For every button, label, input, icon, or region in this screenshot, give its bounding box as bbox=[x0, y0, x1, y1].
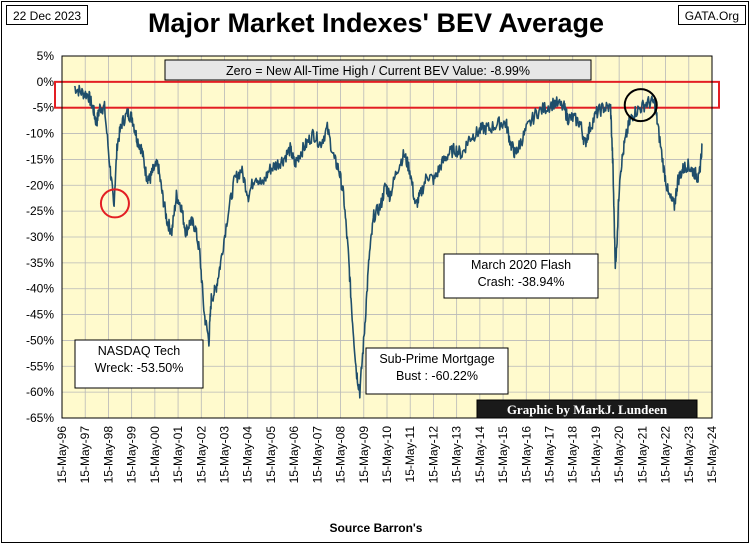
source-site-label: GATA.Org bbox=[677, 5, 746, 25]
nasdaq-annotation-text: NASDAQ Tech bbox=[98, 344, 180, 358]
credit-text: Graphic by MarkJ. Lundeen bbox=[507, 402, 668, 417]
y-tick-label: -60% bbox=[26, 385, 54, 399]
zero-label-text: Zero = New All-Time High / Current BEV V… bbox=[226, 64, 530, 78]
y-tick-label: -10% bbox=[26, 127, 54, 141]
y-tick-label: -50% bbox=[26, 333, 54, 347]
x-tick-label: 15-May-24 bbox=[705, 426, 719, 484]
y-tick-label: -40% bbox=[26, 282, 54, 296]
march-annotation-text: Crash: -38.94% bbox=[478, 275, 565, 289]
y-tick-label: -35% bbox=[26, 256, 54, 270]
credit-box bbox=[476, 399, 698, 419]
new-high-band bbox=[54, 80, 720, 109]
recent-high-circle bbox=[623, 88, 658, 123]
y-tick-label: -25% bbox=[26, 204, 54, 218]
subprime-annotation-text: Bust : -60.22% bbox=[396, 369, 478, 383]
nasdaq-annotation-text: Wreck: -53.50% bbox=[95, 361, 184, 375]
x-tick-label: 15-May-22 bbox=[659, 426, 673, 484]
x-tick-label: 15-May-04 bbox=[241, 426, 255, 484]
x-tick-label: 15-May-15 bbox=[496, 426, 510, 484]
x-tick-label: 15-May-01 bbox=[171, 426, 185, 484]
y-tick-label: 5% bbox=[37, 49, 55, 63]
x-tick-label: 15-May-05 bbox=[264, 426, 278, 484]
y-tick-label: -15% bbox=[26, 152, 54, 166]
x-tick-label: 15-May-08 bbox=[334, 426, 348, 484]
date-label: 22 Dec 2023 bbox=[6, 5, 89, 25]
x-tick-label: 15-May-02 bbox=[194, 426, 208, 484]
y-tick-label: -65% bbox=[26, 411, 54, 425]
x-tick-label: 15-May-20 bbox=[612, 426, 626, 484]
chart-title: Major Market Indexes' BEV Average bbox=[147, 8, 605, 38]
x-tick-label: 15-May-09 bbox=[357, 426, 371, 484]
source-footer: Source Barron's bbox=[329, 521, 423, 535]
x-tick-label: 15-May-06 bbox=[287, 426, 301, 484]
y-tick-label: -30% bbox=[26, 230, 54, 244]
x-tick-label: 15-May-12 bbox=[426, 426, 440, 484]
x-tick-label: 15-May-14 bbox=[473, 426, 487, 484]
x-tick-label: 15-May-00 bbox=[148, 426, 162, 484]
subprime-annotation-text: Sub-Prime Mortgage bbox=[379, 352, 494, 366]
y-tick-label: 0% bbox=[37, 75, 55, 89]
x-tick-label: 15-May-18 bbox=[566, 426, 580, 484]
march-annotation-box bbox=[443, 253, 599, 299]
march-annotation-text: March 2020 Flash bbox=[471, 258, 571, 272]
x-tick-label: 15-May-23 bbox=[682, 426, 696, 484]
nasdaq-low-circle bbox=[99, 188, 130, 219]
x-tick-label: 15-May-21 bbox=[635, 426, 649, 484]
plot-border bbox=[61, 55, 713, 419]
x-tick-label: 15-May-11 bbox=[403, 426, 417, 483]
x-tick-label: 15-May-19 bbox=[589, 426, 603, 484]
x-tick-label: 15-May-98 bbox=[101, 426, 115, 484]
x-tick-label: 15-May-97 bbox=[78, 426, 92, 484]
nasdaq-annotation-box bbox=[74, 339, 204, 389]
x-tick-label: 15-May-96 bbox=[55, 426, 69, 484]
x-tick-label: 15-May-17 bbox=[543, 426, 557, 484]
x-tick-label: 15-May-99 bbox=[125, 426, 139, 484]
y-tick-label: -5% bbox=[33, 101, 55, 115]
x-tick-label: 15-May-16 bbox=[519, 426, 533, 484]
x-tick-label: 15-May-07 bbox=[310, 426, 324, 484]
x-tick-label: 15-May-13 bbox=[450, 426, 464, 484]
x-tick-label: 15-May-03 bbox=[218, 426, 232, 484]
y-tick-label: -55% bbox=[26, 359, 54, 373]
zero-label-box bbox=[164, 59, 592, 81]
y-tick-label: -45% bbox=[26, 308, 54, 322]
subprime-annotation-box bbox=[365, 347, 509, 395]
bev-series-line bbox=[73, 84, 703, 399]
x-tick-label: 15-May-10 bbox=[380, 426, 394, 484]
y-tick-label: -20% bbox=[26, 178, 54, 192]
